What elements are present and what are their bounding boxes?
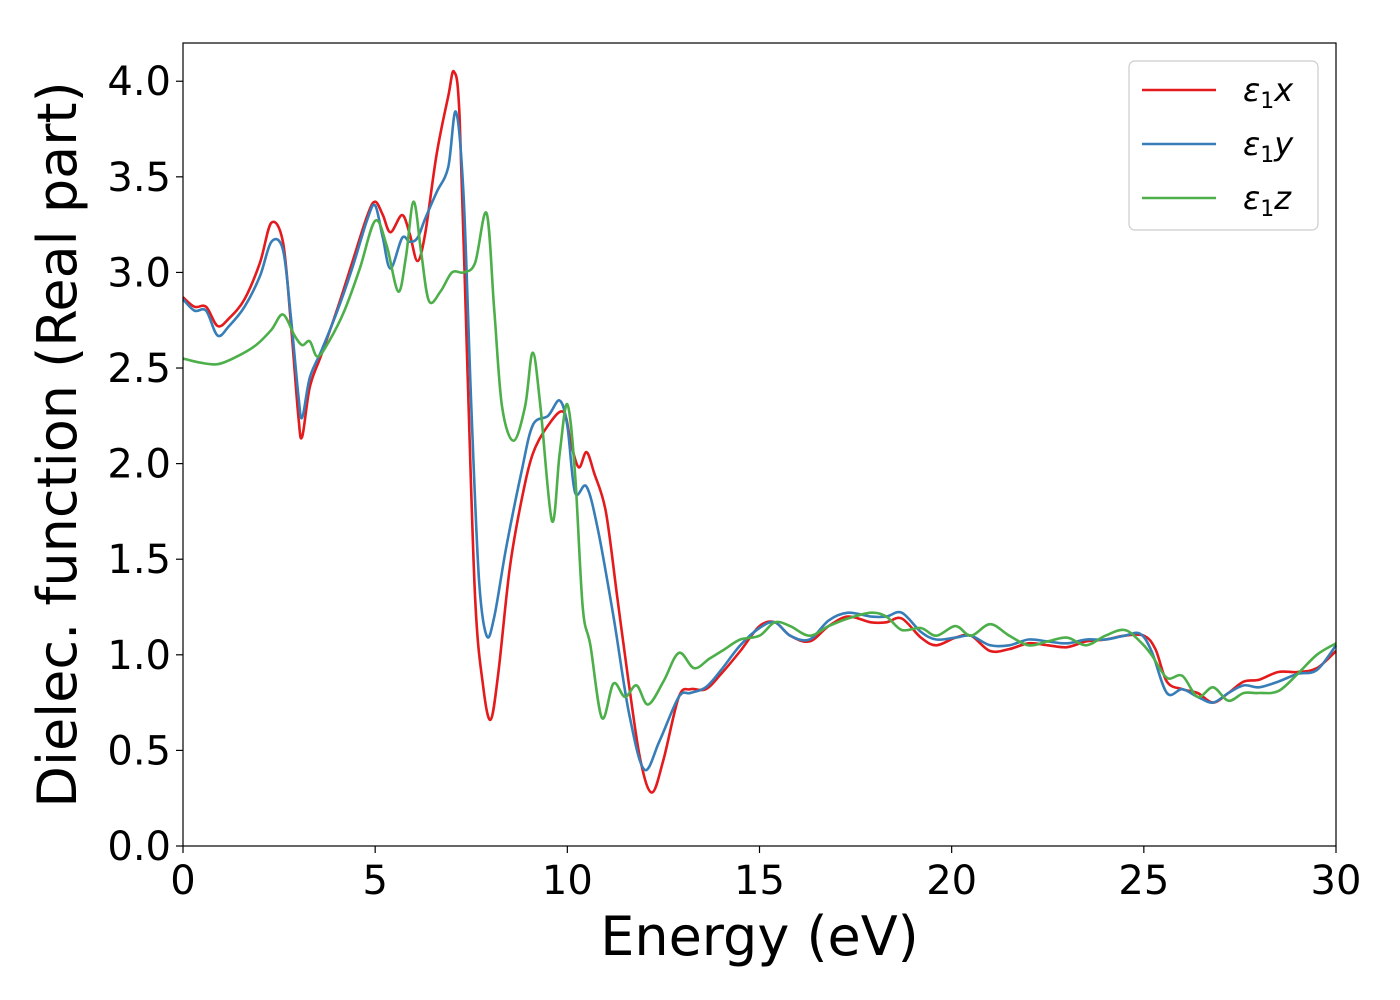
- series-line-x: [182, 69, 1337, 794]
- y-tick-label: 1.5: [107, 537, 171, 583]
- legend-label-x: ε1x: [1243, 71, 1294, 114]
- x-tick-label: 20: [926, 858, 977, 904]
- legend-box: [1128, 60, 1319, 231]
- x-tick-label: 0: [170, 858, 195, 904]
- y-tick-label: 1.0: [107, 633, 171, 679]
- x-tick-label: 10: [542, 858, 593, 904]
- x-axis-ticks: 0 5 10 15 20 25 30: [170, 846, 1361, 904]
- x-tick-label: 25: [1118, 858, 1169, 904]
- series-line-y: [182, 110, 1338, 772]
- y-tick-label: 4.0: [107, 59, 171, 105]
- x-tick-label: 15: [734, 858, 785, 904]
- x-axis-label: Energy (eV): [600, 905, 919, 968]
- y-tick-label: 0.0: [107, 824, 171, 870]
- y-tick-label: 2.0: [107, 442, 171, 488]
- series-line-z: [182, 200, 1337, 720]
- y-axis-label: Dielec. function (Real part): [26, 81, 89, 807]
- y-tick-label: 3.5: [107, 155, 171, 201]
- series-layer: [182, 69, 1338, 794]
- y-tick-label: 3.0: [107, 250, 171, 296]
- y-tick-label: 2.5: [107, 346, 171, 392]
- legend-label-y: ε1y: [1243, 125, 1294, 168]
- legend-label-z: ε1z: [1243, 179, 1292, 222]
- x-tick-label: 5: [362, 858, 387, 904]
- legend: ε1x ε1y ε1z: [1128, 60, 1319, 231]
- y-tick-label: 0.5: [107, 728, 171, 774]
- x-tick-label: 30: [1311, 858, 1362, 904]
- y-axis-ticks: 0.0 0.5 1.0 1.5 2.0 2.5 3.0 3.5 4.0: [107, 59, 183, 870]
